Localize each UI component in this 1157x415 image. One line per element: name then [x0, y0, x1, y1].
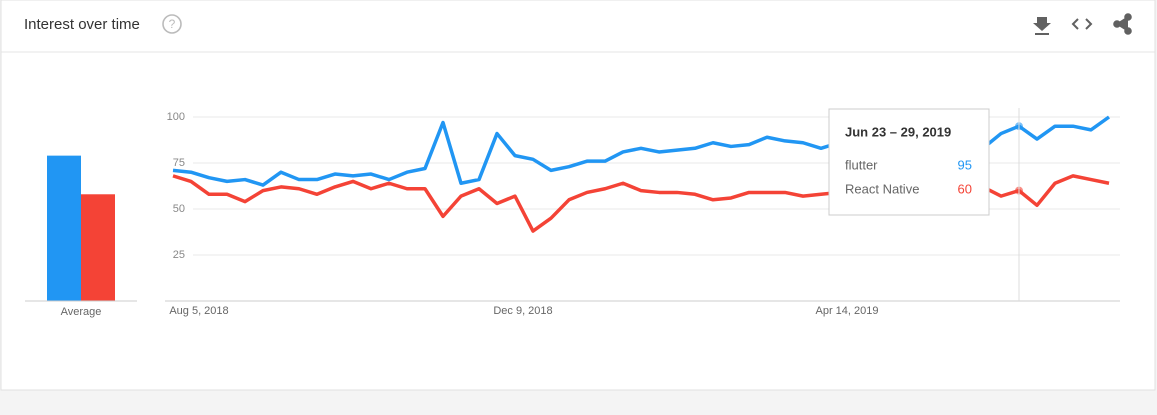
tooltip-box — [828, 108, 990, 216]
tooltip: Jun 23 – 29, 2019 flutter 95 React Nativ… — [828, 108, 990, 216]
share-icon[interactable] — [1113, 13, 1132, 35]
svg-text:?: ? — [169, 17, 176, 31]
x-tick-label: Average — [61, 306, 102, 318]
tooltip-date: Jun 23 – 29, 2019 — [845, 124, 951, 139]
download-icon[interactable] — [1033, 17, 1051, 35]
y-tick-label: 50 — [173, 203, 185, 215]
tooltip-series: React Native — [845, 181, 919, 196]
tooltip-value: 95 — [958, 157, 972, 172]
tooltip-series: flutter — [845, 157, 878, 172]
y-tick-label: 75 — [173, 157, 185, 169]
embed-icon[interactable] — [1071, 18, 1093, 30]
bar — [81, 194, 115, 301]
header-title: Interest over time — [24, 16, 140, 33]
bar — [47, 155, 81, 301]
plots: Average 25 50 75 100 Aug 5, 2018 Dec 9, 2018 Ap… — [25, 111, 1120, 318]
tooltip-value: 60 — [958, 181, 972, 196]
help-icon[interactable]: ? — [162, 14, 182, 34]
y-tick-label: 100 — [167, 111, 185, 123]
x-tick-label: Apr 14, 2019 — [816, 305, 879, 317]
y-tick-label: 25 — [173, 249, 185, 261]
x-tick-label: Dec 9, 2018 — [493, 305, 552, 317]
x-tick-label: Aug 5, 2018 — [169, 305, 228, 317]
